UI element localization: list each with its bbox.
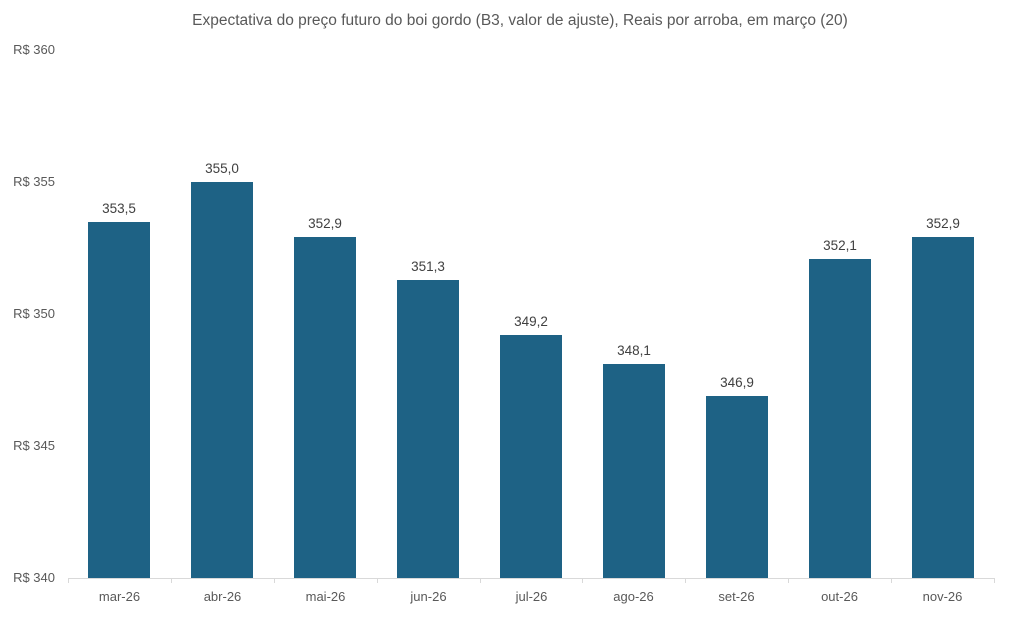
axis-tick: [171, 578, 172, 583]
x-tick-label: set-26: [718, 589, 755, 604]
bar: [191, 182, 253, 578]
bar-value-label: 351,3: [411, 259, 445, 274]
y-tick-label: R$ 355: [13, 174, 55, 189]
axis-tick: [891, 578, 892, 583]
chart-title: Expectativa do preço futuro do boi gordo…: [192, 12, 848, 29]
bar-value-label: 346,9: [720, 375, 754, 390]
bar-value-label: 353,5: [102, 201, 136, 216]
axis-tick: [582, 578, 583, 583]
y-tick-label: R$ 345: [13, 438, 55, 453]
axis-tick: [480, 578, 481, 583]
x-tick-label: mai-26: [305, 589, 346, 604]
axis-tick: [994, 578, 995, 583]
bar-value-label: 355,0: [205, 161, 239, 176]
bar: [809, 259, 871, 578]
axis-tick: [68, 578, 69, 583]
x-tick-label: ago-26: [613, 589, 654, 604]
bar-value-label: 348,1: [617, 343, 651, 358]
x-tick-label: mar-26: [98, 589, 141, 604]
bar: [397, 280, 459, 578]
y-tick-label: R$ 340: [13, 570, 55, 585]
x-tick-label: nov-26: [922, 589, 963, 604]
axis-tick: [377, 578, 378, 583]
bar-value-label: 352,1: [823, 238, 857, 253]
bar-value-label: 352,9: [308, 216, 342, 231]
bar-value-label: 352,9: [926, 216, 960, 231]
bar: [88, 222, 150, 578]
axis-tick: [788, 578, 789, 583]
x-axis-line: [68, 578, 994, 579]
y-tick-label: R$ 350: [13, 306, 55, 321]
x-tick-label: jun-26: [410, 589, 447, 604]
bar: [706, 396, 768, 578]
bar: [294, 237, 356, 578]
x-tick-label: jul-26: [515, 589, 548, 604]
bar-value-label: 349,2: [514, 314, 548, 329]
axis-tick: [274, 578, 275, 583]
y-tick-label: R$ 360: [13, 42, 55, 57]
axis-tick: [685, 578, 686, 583]
bar: [603, 364, 665, 578]
x-tick-label: out-26: [821, 589, 858, 604]
bar: [912, 237, 974, 578]
x-tick-label: abr-26: [203, 589, 242, 604]
bar: [500, 335, 562, 578]
